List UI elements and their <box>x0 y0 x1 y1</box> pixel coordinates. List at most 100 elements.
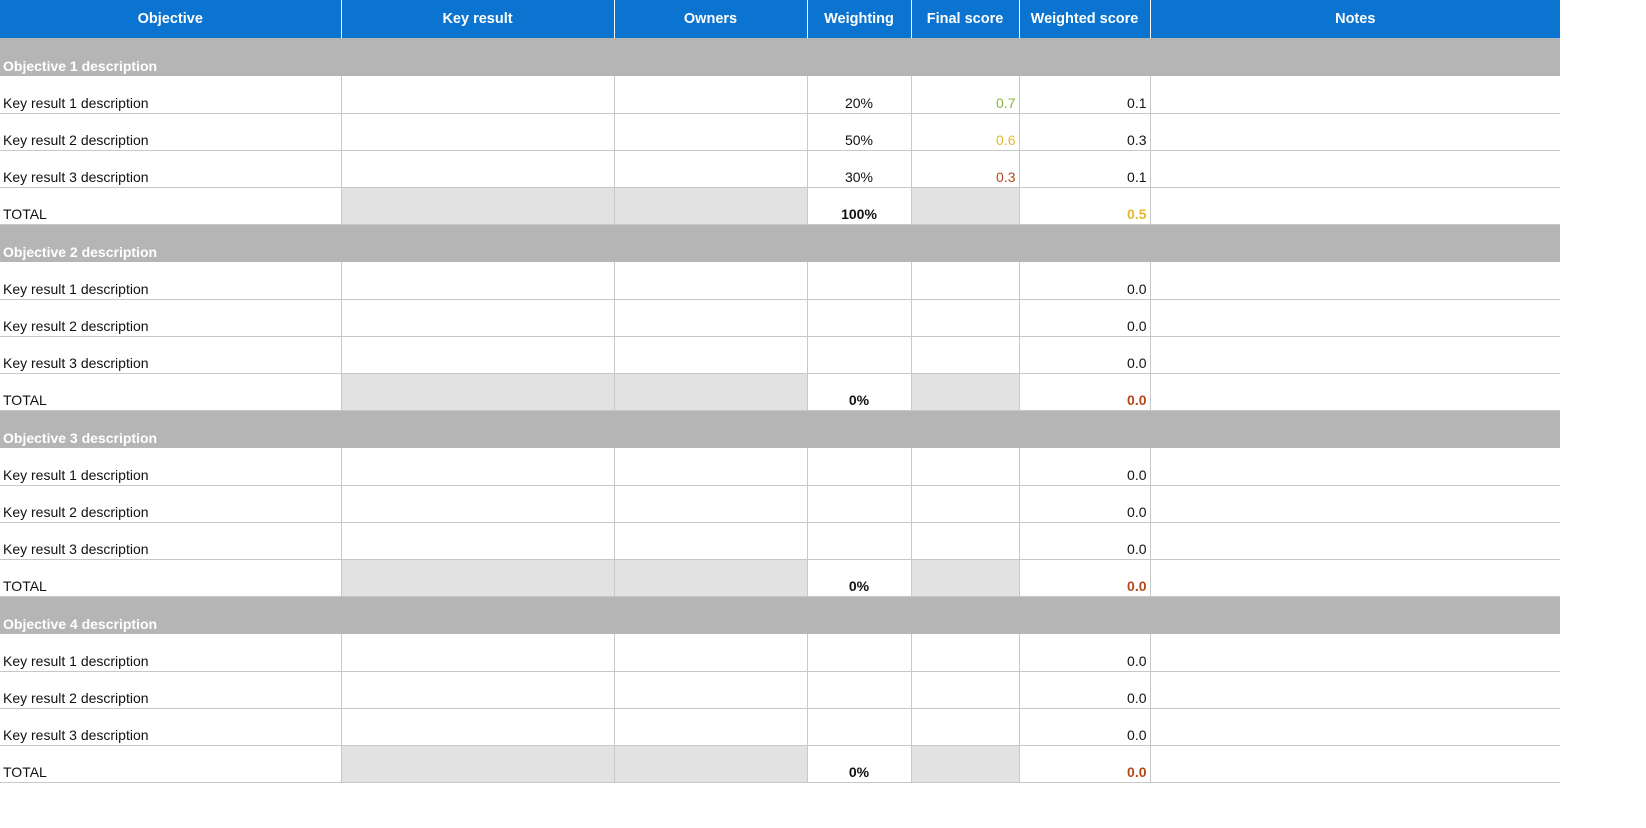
owners-cell[interactable] <box>614 299 808 337</box>
key-result-label-cell[interactable]: Key result 2 description <box>0 299 342 337</box>
key-result-cell[interactable] <box>341 262 615 300</box>
owners-cell[interactable] <box>614 634 808 672</box>
objective-title[interactable]: Objective 2 description <box>0 224 1560 262</box>
owners-cell[interactable] <box>614 113 808 151</box>
notes-cell[interactable] <box>1150 113 1560 151</box>
key-result-cell[interactable] <box>341 708 615 746</box>
final-score-cell[interactable]: 0.3 <box>911 150 1020 188</box>
final-score-cell[interactable] <box>911 485 1020 523</box>
total-key-result-cell[interactable] <box>341 373 615 411</box>
final-score-cell[interactable] <box>911 708 1020 746</box>
header-final-score[interactable]: Final score <box>911 0 1020 38</box>
total-final-score-cell[interactable] <box>911 559 1020 597</box>
key-result-label-cell[interactable]: Key result 2 description <box>0 671 342 709</box>
weighting-cell[interactable]: 30% <box>807 150 912 188</box>
total-notes-cell[interactable] <box>1150 187 1560 225</box>
notes-cell[interactable] <box>1150 634 1560 672</box>
weighting-cell[interactable] <box>807 299 912 337</box>
header-owners[interactable]: Owners <box>614 0 808 38</box>
total-notes-cell[interactable] <box>1150 559 1560 597</box>
weighted-score-cell[interactable]: 0.1 <box>1019 150 1151 188</box>
owners-cell[interactable] <box>614 262 808 300</box>
key-result-cell[interactable] <box>341 150 615 188</box>
owners-cell[interactable] <box>614 708 808 746</box>
owners-cell[interactable] <box>614 671 808 709</box>
header-notes[interactable]: Notes <box>1150 0 1560 38</box>
total-label[interactable]: TOTAL <box>0 559 342 597</box>
final-score-cell[interactable]: 0.7 <box>911 76 1020 114</box>
total-weighting-cell[interactable]: 0% <box>807 559 912 597</box>
total-weighted-score-cell[interactable]: 0.0 <box>1019 559 1151 597</box>
key-result-label-cell[interactable]: Key result 3 description <box>0 336 342 374</box>
header-weighted-score[interactable]: Weighted score <box>1019 0 1151 38</box>
total-label[interactable]: TOTAL <box>0 373 342 411</box>
total-key-result-cell[interactable] <box>341 745 615 783</box>
total-key-result-cell[interactable] <box>341 559 615 597</box>
objective-title[interactable]: Objective 3 description <box>0 410 1560 448</box>
total-notes-cell[interactable] <box>1150 373 1560 411</box>
notes-cell[interactable] <box>1150 448 1560 486</box>
key-result-label-cell[interactable]: Key result 1 description <box>0 262 342 300</box>
weighted-score-cell[interactable]: 0.0 <box>1019 485 1151 523</box>
notes-cell[interactable] <box>1150 671 1560 709</box>
total-weighted-score-cell[interactable]: 0.0 <box>1019 745 1151 783</box>
notes-cell[interactable] <box>1150 150 1560 188</box>
weighting-cell[interactable]: 50% <box>807 113 912 151</box>
weighting-cell[interactable] <box>807 708 912 746</box>
header-objective[interactable]: Objective <box>0 0 342 38</box>
weighted-score-cell[interactable]: 0.1 <box>1019 76 1151 114</box>
notes-cell[interactable] <box>1150 76 1560 114</box>
key-result-label-cell[interactable]: Key result 3 description <box>0 150 342 188</box>
owners-cell[interactable] <box>614 485 808 523</box>
final-score-cell[interactable] <box>911 522 1020 560</box>
final-score-cell[interactable]: 0.6 <box>911 113 1020 151</box>
weighted-score-cell[interactable]: 0.3 <box>1019 113 1151 151</box>
objective-title[interactable]: Objective 4 description <box>0 596 1560 634</box>
objective-title[interactable]: Objective 1 description <box>0 38 1560 76</box>
weighted-score-cell[interactable]: 0.0 <box>1019 522 1151 560</box>
notes-cell[interactable] <box>1150 485 1560 523</box>
total-weighting-cell[interactable]: 100% <box>807 187 912 225</box>
final-score-cell[interactable] <box>911 262 1020 300</box>
owners-cell[interactable] <box>614 150 808 188</box>
weighting-cell[interactable] <box>807 634 912 672</box>
key-result-label-cell[interactable]: Key result 1 description <box>0 448 342 486</box>
total-owners-cell[interactable] <box>614 373 808 411</box>
weighting-cell[interactable] <box>807 485 912 523</box>
total-notes-cell[interactable] <box>1150 745 1560 783</box>
key-result-cell[interactable] <box>341 448 615 486</box>
header-key-result[interactable]: Key result <box>341 0 615 38</box>
key-result-cell[interactable] <box>341 113 615 151</box>
final-score-cell[interactable] <box>911 671 1020 709</box>
key-result-cell[interactable] <box>341 336 615 374</box>
total-weighted-score-cell[interactable]: 0.0 <box>1019 373 1151 411</box>
notes-cell[interactable] <box>1150 336 1560 374</box>
key-result-label-cell[interactable]: Key result 1 description <box>0 634 342 672</box>
total-key-result-cell[interactable] <box>341 187 615 225</box>
owners-cell[interactable] <box>614 522 808 560</box>
notes-cell[interactable] <box>1150 299 1560 337</box>
final-score-cell[interactable] <box>911 634 1020 672</box>
key-result-cell[interactable] <box>341 634 615 672</box>
key-result-label-cell[interactable]: Key result 3 description <box>0 708 342 746</box>
total-label[interactable]: TOTAL <box>0 745 342 783</box>
total-owners-cell[interactable] <box>614 745 808 783</box>
weighted-score-cell[interactable]: 0.0 <box>1019 299 1151 337</box>
weighted-score-cell[interactable]: 0.0 <box>1019 336 1151 374</box>
weighting-cell[interactable] <box>807 262 912 300</box>
key-result-label-cell[interactable]: Key result 1 description <box>0 76 342 114</box>
final-score-cell[interactable] <box>911 299 1020 337</box>
final-score-cell[interactable] <box>911 336 1020 374</box>
key-result-cell[interactable] <box>341 522 615 560</box>
total-final-score-cell[interactable] <box>911 745 1020 783</box>
weighted-score-cell[interactable]: 0.0 <box>1019 708 1151 746</box>
weighted-score-cell[interactable]: 0.0 <box>1019 448 1151 486</box>
total-owners-cell[interactable] <box>614 187 808 225</box>
key-result-label-cell[interactable]: Key result 2 description <box>0 113 342 151</box>
total-owners-cell[interactable] <box>614 559 808 597</box>
total-final-score-cell[interactable] <box>911 187 1020 225</box>
total-label[interactable]: TOTAL <box>0 187 342 225</box>
total-weighted-score-cell[interactable]: 0.5 <box>1019 187 1151 225</box>
weighting-cell[interactable] <box>807 448 912 486</box>
key-result-label-cell[interactable]: Key result 3 description <box>0 522 342 560</box>
